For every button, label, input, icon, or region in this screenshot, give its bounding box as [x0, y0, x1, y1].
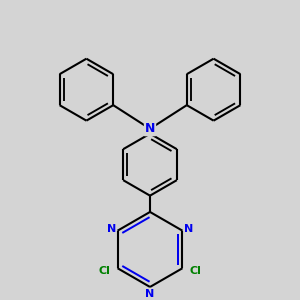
Text: N: N: [184, 224, 193, 234]
Text: Cl: Cl: [98, 266, 110, 276]
Text: Cl: Cl: [190, 266, 202, 276]
Text: N: N: [146, 289, 154, 299]
Text: N: N: [107, 224, 116, 234]
Text: N: N: [145, 122, 155, 135]
